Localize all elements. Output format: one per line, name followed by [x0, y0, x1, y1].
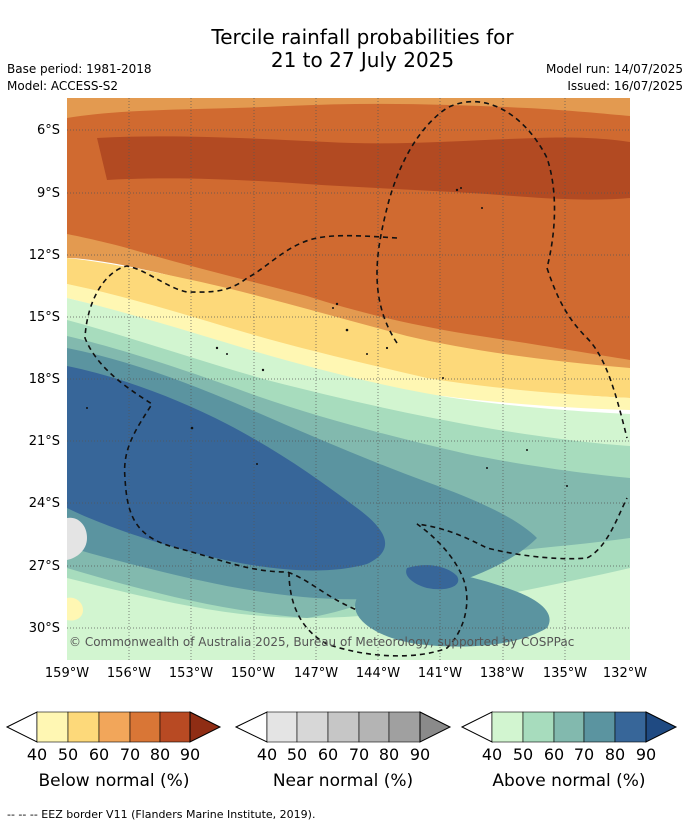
lon-label-159w: 159°W [44, 666, 90, 681]
below-tick-70: 70 [119, 745, 141, 764]
lon-label-141w: 141°W [417, 666, 463, 681]
above-tick-80: 80 [604, 745, 626, 764]
lat-label-21s: 21°S [28, 434, 60, 449]
lat-label-24s: 24°S [28, 496, 60, 511]
below-tick-60: 60 [88, 745, 110, 764]
near-tick-50: 50 [286, 745, 308, 764]
region-near-40-sw [67, 517, 87, 560]
lon-label-135w: 135°W [542, 666, 588, 681]
colorbar-above [460, 711, 678, 743]
issued-date: Issued: 16/07/2025 [567, 79, 683, 93]
lon-label-153w: 153°W [168, 666, 214, 681]
near-swatch-40 [266, 711, 298, 743]
below-swatch-70 [129, 711, 161, 743]
lon-label-138w: 138°W [479, 666, 525, 681]
lon-label-147w: 147°W [293, 666, 339, 681]
model-run: Model run: 14/07/2025 [545, 62, 683, 76]
near-tick-80: 80 [378, 745, 400, 764]
near-tick-90: 90 [409, 745, 431, 764]
above-tick-50: 50 [512, 745, 534, 764]
lon-label-132w: 132°W [602, 666, 648, 681]
region-below-80 [97, 136, 630, 200]
region-above-80-south [406, 565, 459, 590]
above-swatch-50 [522, 711, 555, 743]
copyright-notice: © Commonwealth of Australia 2025, Bureau… [69, 635, 575, 649]
colorbar-below [5, 711, 222, 743]
region-above-70-south [355, 567, 550, 647]
eez-footnote: -- -- -- EEZ border V11 (Flanders Marine… [7, 808, 316, 821]
near-tick-40: 40 [256, 745, 278, 764]
region-below-50 [67, 258, 630, 398]
above-tick-40: 40 [481, 745, 503, 764]
near-tick-70: 70 [348, 745, 370, 764]
near-tick-60: 60 [317, 745, 339, 764]
below-swatch-50 [67, 711, 100, 743]
below-normal-title: Below normal (%) [38, 771, 190, 791]
title-line-1: Tercile rainfall probabilities for [211, 25, 514, 49]
below-tick-80: 80 [149, 745, 171, 764]
below-tick-40: 40 [26, 745, 48, 764]
above-swatch-40 [491, 711, 524, 743]
base-period: Base period: 1981-2018 [7, 62, 152, 76]
below-swatch-60 [98, 711, 131, 743]
lat-label-30s: 30°S [28, 621, 60, 636]
near-swatch-50 [296, 711, 329, 743]
above-normal-title: Above normal (%) [492, 771, 646, 791]
model-name: Model: ACCESS-S2 [7, 79, 119, 93]
lat-label-27s: 27°S [28, 559, 60, 574]
above-swatch-60 [553, 711, 585, 743]
lon-label-156w: 156°W [106, 666, 152, 681]
map-svg [67, 98, 630, 660]
above-swatch-80 [614, 711, 647, 743]
near-swatch-60 [327, 711, 360, 743]
region-below-40-sw [67, 597, 83, 621]
lat-label-18s: 18°S [28, 372, 60, 387]
above-tick-70: 70 [573, 745, 595, 764]
above-swatch-70 [583, 711, 616, 743]
lat-label-15s: 15°S [28, 310, 60, 325]
title-line-2: 21 to 27 July 2025 [270, 48, 455, 72]
lat-label-6s: 6°S [36, 123, 60, 138]
above-tick-90: 90 [635, 745, 657, 764]
above-tick-60: 60 [543, 745, 565, 764]
probability-map [67, 98, 630, 660]
lon-label-144w: 144°W [355, 666, 401, 681]
near-normal-title: Near normal (%) [272, 771, 414, 791]
island-markers [86, 187, 568, 487]
below-tick-50: 50 [57, 745, 79, 764]
colorbar-near [234, 711, 452, 743]
lat-label-9s: 9°S [36, 186, 60, 201]
lat-label-12s: 12°S [28, 248, 60, 263]
near-swatch-80 [388, 711, 421, 743]
colorbars [5, 711, 678, 743]
eez-borders [84, 100, 628, 657]
region-above-80 [67, 366, 386, 571]
below-tick-90: 90 [179, 745, 201, 764]
below-swatch-40 [36, 711, 69, 743]
near-swatch-70 [358, 711, 390, 743]
lon-label-150w: 150°W [230, 666, 276, 681]
region-below-40 [67, 284, 630, 410]
map-gridlines [67, 98, 630, 660]
below-swatch-80 [159, 711, 191, 743]
